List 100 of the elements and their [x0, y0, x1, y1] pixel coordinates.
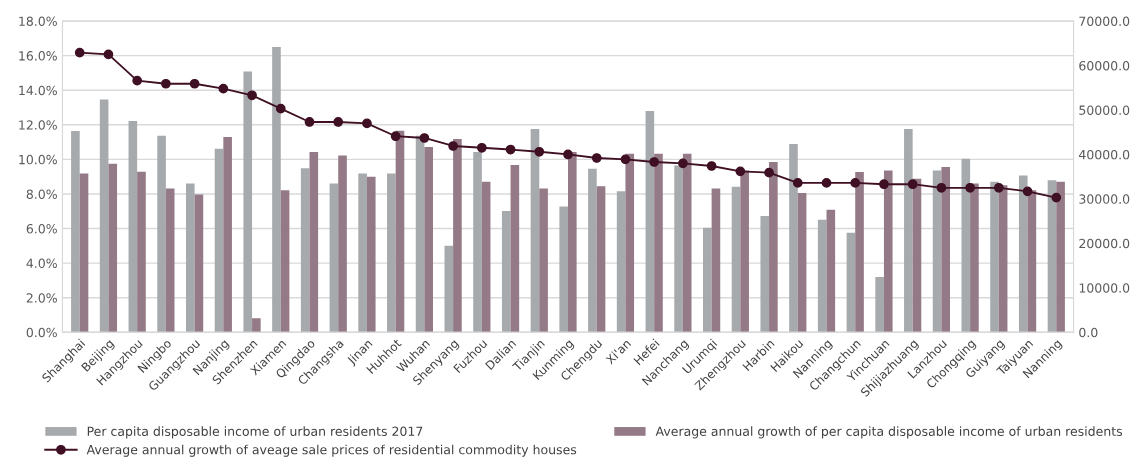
bar	[444, 245, 454, 333]
bar	[1027, 190, 1037, 333]
bar	[588, 168, 597, 333]
bar	[473, 152, 482, 333]
y2-tick-label: 20000.0	[1079, 238, 1130, 249]
bar	[79, 173, 89, 333]
bar	[568, 152, 577, 333]
point	[936, 182, 947, 193]
y2-tick-label: 70000.0	[1079, 16, 1130, 26]
bar	[415, 135, 425, 333]
bar	[645, 110, 655, 333]
point	[74, 47, 85, 58]
bar	[280, 190, 290, 333]
bar	[941, 166, 951, 333]
point	[563, 149, 573, 160]
bar	[961, 158, 971, 333]
bar	[157, 135, 166, 333]
bar	[108, 163, 118, 333]
bar	[99, 99, 109, 333]
bar	[846, 232, 856, 333]
y-tick-label: 8.0%	[26, 189, 57, 199]
bar	[539, 188, 548, 333]
legend-label: Average annual growth of per capita disposable income of urban residents	[655, 426, 1123, 439]
point	[649, 157, 660, 167]
bar	[71, 131, 80, 333]
bar	[740, 170, 749, 333]
bar	[990, 181, 999, 333]
bar	[501, 211, 511, 333]
bar	[616, 191, 626, 333]
bar	[760, 216, 770, 333]
bar	[243, 71, 253, 333]
point	[247, 90, 257, 101]
bar	[855, 172, 864, 333]
bar	[329, 183, 339, 333]
bar	[137, 171, 146, 333]
bar	[769, 161, 778, 333]
bar	[358, 173, 367, 333]
bar	[165, 188, 175, 333]
bar	[194, 194, 204, 333]
legend-label: Average annual growth of aveage sale prices of residential commodity houses	[86, 444, 577, 457]
bar	[530, 128, 540, 333]
point	[103, 49, 114, 60]
bar	[252, 318, 261, 333]
bar	[817, 219, 827, 333]
bar	[797, 193, 807, 333]
point	[189, 78, 200, 89]
y-tick-label: 16.0%	[19, 51, 57, 61]
bar	[1056, 181, 1065, 333]
point	[218, 83, 229, 94]
bar	[453, 138, 462, 333]
legend-label: Per capita disposable income of urban residents 2017	[87, 426, 423, 439]
point	[965, 182, 975, 193]
point	[1051, 192, 1062, 203]
y-tick-label: 18.0%	[19, 16, 57, 26]
point	[476, 142, 487, 153]
point	[362, 118, 372, 129]
y2-tick-label: 60000.0	[1079, 60, 1130, 71]
bar	[272, 47, 281, 333]
y2-tick-label: 10000.0	[1079, 283, 1130, 293]
point	[505, 144, 516, 155]
bar	[970, 183, 979, 333]
point	[132, 75, 143, 86]
bar	[731, 186, 741, 333]
point	[879, 179, 889, 190]
bar	[338, 155, 347, 333]
bar	[789, 143, 798, 333]
point	[850, 178, 861, 188]
point	[764, 167, 774, 178]
point	[792, 178, 803, 188]
y-tick-label: 4.0%	[26, 258, 57, 269]
bar	[387, 173, 396, 333]
point	[419, 133, 430, 143]
bar	[424, 147, 433, 333]
bar	[300, 168, 310, 333]
bar	[875, 277, 884, 333]
y-tick-label: 2.0%	[26, 293, 57, 303]
point	[706, 161, 717, 171]
y-tick-label: 6.0%	[26, 224, 57, 234]
bar	[366, 176, 376, 333]
point	[161, 78, 171, 89]
bar	[625, 153, 635, 333]
point	[678, 158, 688, 169]
y2-tick-label: 50000.0	[1079, 105, 1130, 115]
bar	[826, 209, 836, 333]
bar	[309, 152, 319, 333]
y2-tick-label: 0.0	[1079, 327, 1098, 338]
point	[907, 179, 918, 190]
y-tick-label: 0.0%	[26, 327, 57, 338]
bar	[998, 185, 1008, 333]
point	[333, 117, 344, 127]
bar	[674, 165, 683, 333]
bar	[395, 130, 405, 333]
bar	[223, 137, 232, 333]
point	[993, 182, 1004, 193]
y2-tick-label: 40000.0	[1078, 149, 1130, 160]
y-tick-label: 10.0%	[19, 154, 57, 165]
point	[591, 153, 602, 163]
bar	[128, 121, 138, 333]
bar	[883, 170, 893, 333]
bar	[185, 183, 195, 333]
